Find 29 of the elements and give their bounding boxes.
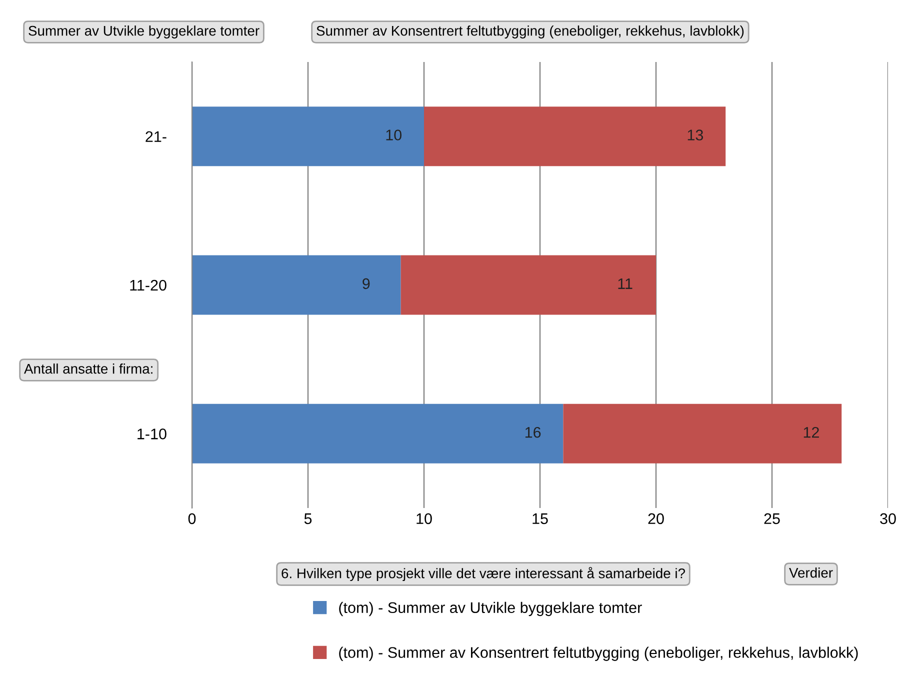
legend-label: (tom) - Summer av Konsentrert feltutbygging (eneboliger, rekkehus, lavblokk) [339,646,858,661]
data-label: 9 [362,278,370,290]
data-label: 10 [386,130,402,140]
text: 6. Hvilken type prosjekt ville det være interessant å samarbeide i? [282,566,685,582]
y-tick-label: 1-10 [138,428,166,440]
x-tick-label: 25 [764,513,780,524]
y-tick-label: 21- [146,131,166,142]
bar [192,404,564,464]
text: Antall ansatte i firma: [24,364,152,374]
text: Summer av Konsentrert feltutbygging (eneboliger, rekkehus, lavblokk) [316,26,744,38]
x-tick-label: 30 [880,513,896,524]
x-tick-label: 5 [304,513,312,524]
data-label: 16 [525,426,541,438]
bar [192,255,401,315]
data-label: 11 [618,278,632,289]
x-tick-label: 15 [532,513,548,524]
legend-label: (tom) - Summer av Utvikle byggeklare tomter [339,602,642,616]
bar [192,106,424,166]
data-label: 12 [804,426,819,438]
text: Summer av Utvikle byggeklare tomter [28,26,260,38]
bar [563,404,842,464]
data-label: 13 [688,130,704,140]
text: Verdier [789,568,833,578]
x-tick-label: 10 [416,513,432,524]
x-tick-label: 0 [188,513,196,524]
bar [424,106,726,166]
x-tick-label: 20 [648,513,664,524]
y-tick-label: 11-20 [130,280,166,291]
bar [400,255,656,315]
